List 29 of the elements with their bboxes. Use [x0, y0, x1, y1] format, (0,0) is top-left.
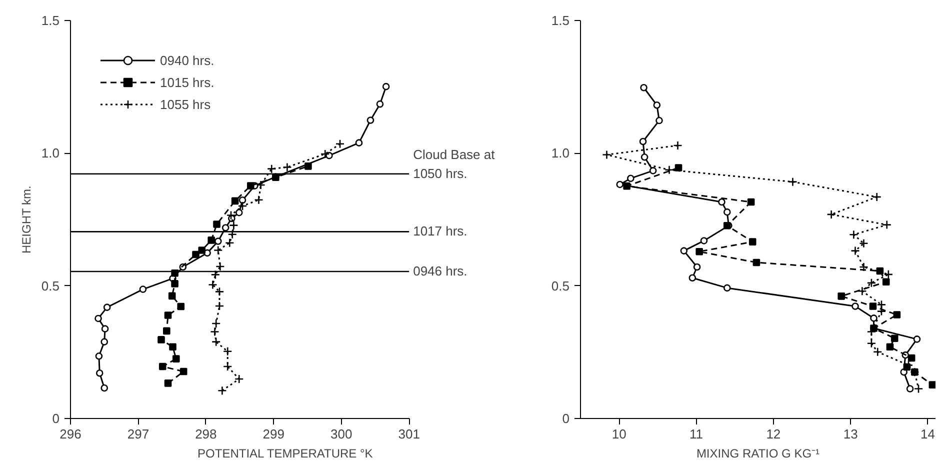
x-tick-label: 13: [843, 426, 858, 442]
legend-label: 1055 hrs: [160, 96, 211, 112]
text: Cloud Base at: [413, 146, 496, 162]
y-tick-label: 0.5: [41, 278, 60, 294]
ref-line-label: 1050 hrs.: [413, 166, 468, 181]
x-tick-label: 297: [127, 426, 150, 442]
x-tick-label: 11: [690, 426, 704, 442]
x-tick-label: 10: [612, 426, 626, 442]
x-tick-label: 298: [195, 426, 217, 442]
legend-label: 0940 hrs.: [160, 52, 214, 68]
x-axis-title: MIXING RATIO G KG⁻¹: [696, 446, 820, 460]
x-tick-label: 300: [330, 426, 352, 442]
y-tick-label: 0: [52, 411, 60, 426]
x-tick-label: 296: [60, 426, 82, 442]
ref-line-label: 1017 hrs.: [413, 224, 468, 239]
y-tick-label: 1.0: [41, 146, 60, 161]
x-tick-label: 299: [262, 426, 285, 442]
y-tick-label: 0.5: [551, 278, 570, 294]
y-tick-label: 0: [562, 411, 570, 426]
y-tick-label: 1.0: [551, 146, 570, 161]
y-axis-title: HEIGHT km.: [19, 186, 34, 254]
x-axis-title: POTENTIAL TEMPERATURE °K: [198, 446, 373, 460]
y-tick-label: 1.5: [551, 13, 570, 28]
ref-line-label: 0946 hrs.: [413, 264, 468, 279]
legend-label: 1015 hrs.: [160, 74, 214, 90]
y-tick-label: 1.5: [41, 13, 60, 28]
x-tick-label: 301: [398, 426, 420, 442]
x-tick-label: 12: [766, 426, 781, 442]
x-tick-label: 14: [920, 426, 936, 442]
